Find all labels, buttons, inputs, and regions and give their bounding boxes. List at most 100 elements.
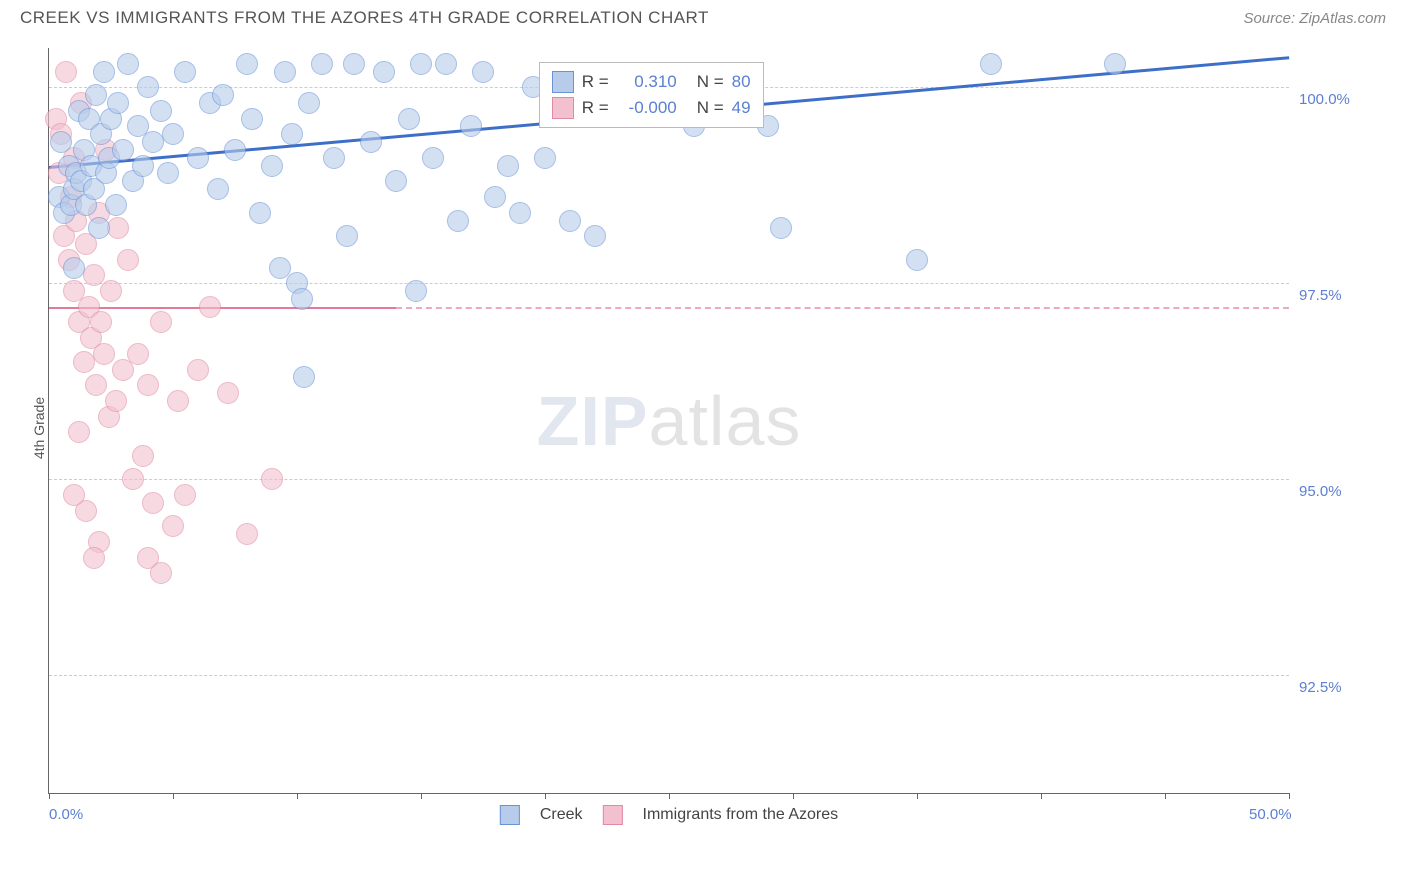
data-point-creek (88, 217, 110, 239)
legend-swatch (552, 97, 574, 119)
data-point-azores (63, 484, 85, 506)
x-tick (173, 793, 174, 799)
data-point-azores (83, 547, 105, 569)
data-point-creek (534, 147, 556, 169)
data-point-creek (281, 123, 303, 145)
data-point-creek (336, 225, 358, 247)
data-point-creek (261, 155, 283, 177)
data-point-creek (93, 61, 115, 83)
data-point-creek (112, 139, 134, 161)
data-point-creek (906, 249, 928, 271)
data-point-creek (460, 115, 482, 137)
data-point-creek (241, 108, 263, 130)
x-tick (1165, 793, 1166, 799)
x-tick-label: 0.0% (49, 806, 83, 823)
data-point-creek (484, 186, 506, 208)
data-point-creek (311, 53, 333, 75)
data-point-creek (236, 53, 258, 75)
x-tick (1289, 793, 1290, 799)
data-point-azores (68, 421, 90, 443)
x-tick-label: 50.0% (1249, 806, 1292, 823)
n-value: 49 (732, 98, 751, 118)
data-point-creek (137, 76, 159, 98)
data-point-azores (85, 374, 107, 396)
data-point-creek (157, 162, 179, 184)
data-point-creek (343, 53, 365, 75)
data-point-creek (770, 217, 792, 239)
data-point-azores (174, 484, 196, 506)
data-point-creek (980, 53, 1002, 75)
data-point-creek (85, 84, 107, 106)
data-point-azores (199, 296, 221, 318)
stats-legend-row: R =0.310N =80 (552, 69, 751, 95)
watermark-atlas: atlas (649, 382, 802, 460)
data-point-creek (422, 147, 444, 169)
y-tick-label: 97.5% (1299, 287, 1379, 304)
data-point-azores (217, 382, 239, 404)
y-tick-label: 100.0% (1299, 91, 1379, 108)
data-point-creek (212, 84, 234, 106)
x-tick (917, 793, 918, 799)
data-point-creek (291, 288, 313, 310)
series-legend: CreekImmigrants from the Azores (500, 805, 838, 825)
x-tick (49, 793, 50, 799)
data-point-azores (150, 562, 172, 584)
data-point-azores (137, 374, 159, 396)
data-point-creek (249, 202, 271, 224)
legend-label: Immigrants from the Azores (643, 806, 839, 824)
data-point-azores (187, 359, 209, 381)
data-point-azores (162, 515, 184, 537)
data-point-creek (132, 155, 154, 177)
data-point-creek (584, 225, 606, 247)
title-bar: CREEK VS IMMIGRANTS FROM THE AZORES 4TH … (0, 0, 1406, 32)
x-tick (545, 793, 546, 799)
data-point-creek (559, 210, 581, 232)
legend-swatch (552, 71, 574, 93)
data-point-creek (50, 131, 72, 153)
data-point-creek (117, 53, 139, 75)
data-point-creek (224, 139, 246, 161)
n-value: 80 (732, 72, 751, 92)
data-point-creek (373, 61, 395, 83)
trend-line (49, 307, 396, 309)
data-point-azores (55, 61, 77, 83)
data-point-azores (73, 351, 95, 373)
r-value: -0.000 (617, 98, 677, 118)
chart-title: CREEK VS IMMIGRANTS FROM THE AZORES 4TH … (20, 8, 709, 28)
data-point-creek (447, 210, 469, 232)
data-point-creek (274, 61, 296, 83)
source-label: Source: ZipAtlas.com (1243, 10, 1386, 27)
data-point-azores (127, 343, 149, 365)
x-tick (421, 793, 422, 799)
stats-legend: R =0.310N =80R =-0.000N =49 (539, 62, 764, 128)
plot-area: ZIPatlas 100.0%97.5%95.0%92.5%0.0%50.0%R… (48, 48, 1289, 794)
data-point-creek (142, 131, 164, 153)
data-point-azores (117, 249, 139, 271)
data-point-azores (93, 343, 115, 365)
data-point-azores (261, 468, 283, 490)
data-point-creek (435, 53, 457, 75)
data-point-creek (269, 257, 291, 279)
plot-container: 4th Grade ZIPatlas 100.0%97.5%95.0%92.5%… (48, 48, 1388, 808)
data-point-creek (509, 202, 531, 224)
n-label: N = (697, 98, 724, 118)
data-point-azores (105, 390, 127, 412)
data-point-azores (122, 468, 144, 490)
y-tick-label: 95.0% (1299, 483, 1379, 500)
data-point-creek (398, 108, 420, 130)
data-point-azores (167, 390, 189, 412)
data-point-creek (1104, 53, 1126, 75)
y-tick-label: 92.5% (1299, 679, 1379, 696)
x-tick (1041, 793, 1042, 799)
gridline-h (49, 479, 1289, 480)
legend-swatch (500, 805, 520, 825)
data-point-creek (405, 280, 427, 302)
data-point-creek (63, 257, 85, 279)
data-point-creek (472, 61, 494, 83)
data-point-creek (105, 194, 127, 216)
data-point-azores (90, 311, 112, 333)
gridline-h (49, 675, 1289, 676)
data-point-azores (132, 445, 154, 467)
data-point-creek (298, 92, 320, 114)
watermark-zip: ZIP (537, 382, 649, 460)
